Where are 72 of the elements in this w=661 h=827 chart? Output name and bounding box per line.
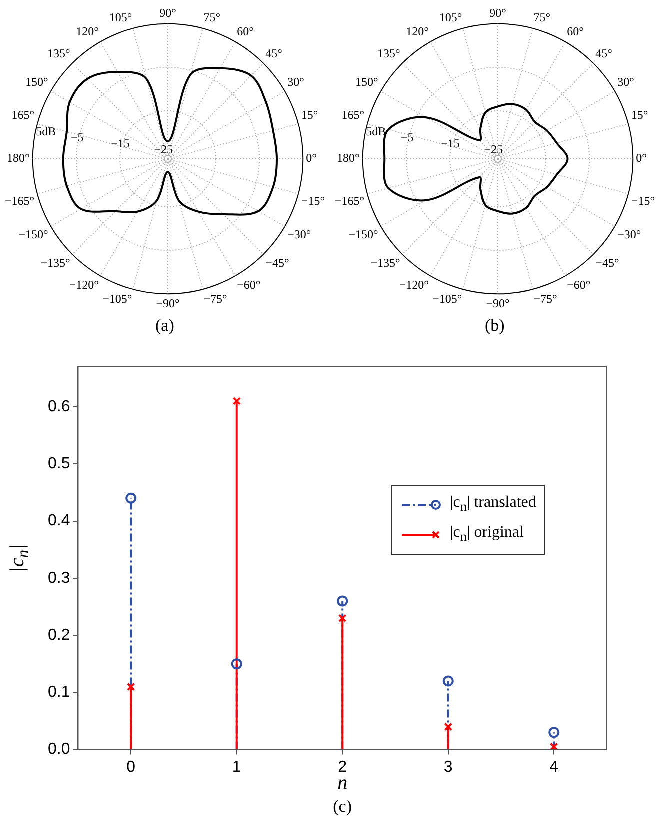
spoke-label: 165° <box>342 108 365 122</box>
spoke-label: −30° <box>618 227 642 242</box>
spoke-label: −135° <box>370 256 401 270</box>
spoke-label: −75° <box>534 292 558 306</box>
spoke-label: 0° <box>636 151 648 166</box>
spoke-label: −165° <box>4 194 35 208</box>
spoke-label: 45° <box>596 46 613 60</box>
text: (c) <box>333 796 352 817</box>
spoke-label: 120° <box>76 24 100 38</box>
y-tick-label: −15 <box>441 136 460 150</box>
spoke-label: −150° <box>18 227 49 242</box>
x-tick-label: 1 <box>232 758 242 776</box>
spoke-label: 150° <box>26 74 49 89</box>
y-tick-label: −5 <box>400 130 414 144</box>
spoke-label: 0° <box>306 151 318 166</box>
spoke-label: 90° <box>490 6 507 20</box>
spoke-label: −15° <box>301 194 326 208</box>
spoke-label: −75° <box>204 292 228 306</box>
spoke-label: 105° <box>109 10 132 25</box>
spoke-label: −90° <box>156 296 180 310</box>
legend-label: |c$_{n}$| translated <box>450 493 536 516</box>
x-tick-label: 4 <box>550 758 559 776</box>
spoke-label: −105° <box>432 292 462 306</box>
legend-label: |c$_{n}$| original <box>450 523 524 546</box>
spoke-label: 75° <box>534 10 551 25</box>
spoke-label: 15° <box>301 108 318 122</box>
y-tick-label: 0.4 <box>48 512 70 530</box>
y-tick-label: −25 <box>154 142 174 157</box>
spoke-label: −45° <box>596 256 620 270</box>
spoke-label: −120° <box>399 278 430 292</box>
spoke-label: 180° <box>7 151 30 166</box>
y-tick-label: 0.1 <box>48 684 70 702</box>
spoke-label: −135° <box>40 256 71 270</box>
y-tick-label: 5dB <box>366 124 386 138</box>
spoke-label: 120° <box>406 24 430 38</box>
spoke-label: 30° <box>618 74 635 89</box>
spoke-label: 90° <box>160 6 177 20</box>
spoke-label: 165° <box>12 108 35 122</box>
spoke-label: −90° <box>486 296 510 310</box>
spoke-label: −150° <box>348 227 379 242</box>
spoke-label: 30° <box>288 74 305 89</box>
spoke-label: −30° <box>288 227 312 242</box>
y-tick-label: −25 <box>484 142 504 157</box>
y-tick-label: 0.2 <box>48 626 70 644</box>
spoke-label: 60° <box>237 24 254 38</box>
x-tick-label: 0 <box>126 758 136 776</box>
text: (a) <box>156 316 174 336</box>
y-tick-label: 5dB <box>36 124 56 138</box>
y-tick-label: −5 <box>70 130 84 144</box>
spoke-label: 75° <box>204 10 221 25</box>
spoke-label: 135° <box>378 46 401 60</box>
spoke-label: 15° <box>631 108 648 122</box>
spoke-label: 60° <box>567 24 584 38</box>
y-tick-label: 0.3 <box>48 570 70 587</box>
spoke-label: 45° <box>266 46 283 60</box>
spoke-label: −60° <box>237 278 261 292</box>
spoke-label: −120° <box>69 278 100 292</box>
spoke-label: −45° <box>266 256 290 270</box>
spoke-label: 105° <box>439 10 462 25</box>
spoke-label: −60° <box>567 278 591 292</box>
text: (b) <box>485 316 505 336</box>
y-tick-label: 0.0 <box>48 741 70 758</box>
spoke-label: −105° <box>102 292 132 306</box>
y-tick-label: 0.5 <box>48 456 70 473</box>
y-tick-label: 0.6 <box>48 398 70 416</box>
spoke-label: 135° <box>48 46 71 60</box>
spoke-label: −165° <box>334 194 365 208</box>
spoke-label: −15° <box>631 194 656 208</box>
spoke-label: 150° <box>356 74 379 89</box>
x-tick-label: 3 <box>444 758 453 776</box>
y-tick-label: −15 <box>111 136 130 150</box>
spoke-label: 180° <box>337 151 360 166</box>
